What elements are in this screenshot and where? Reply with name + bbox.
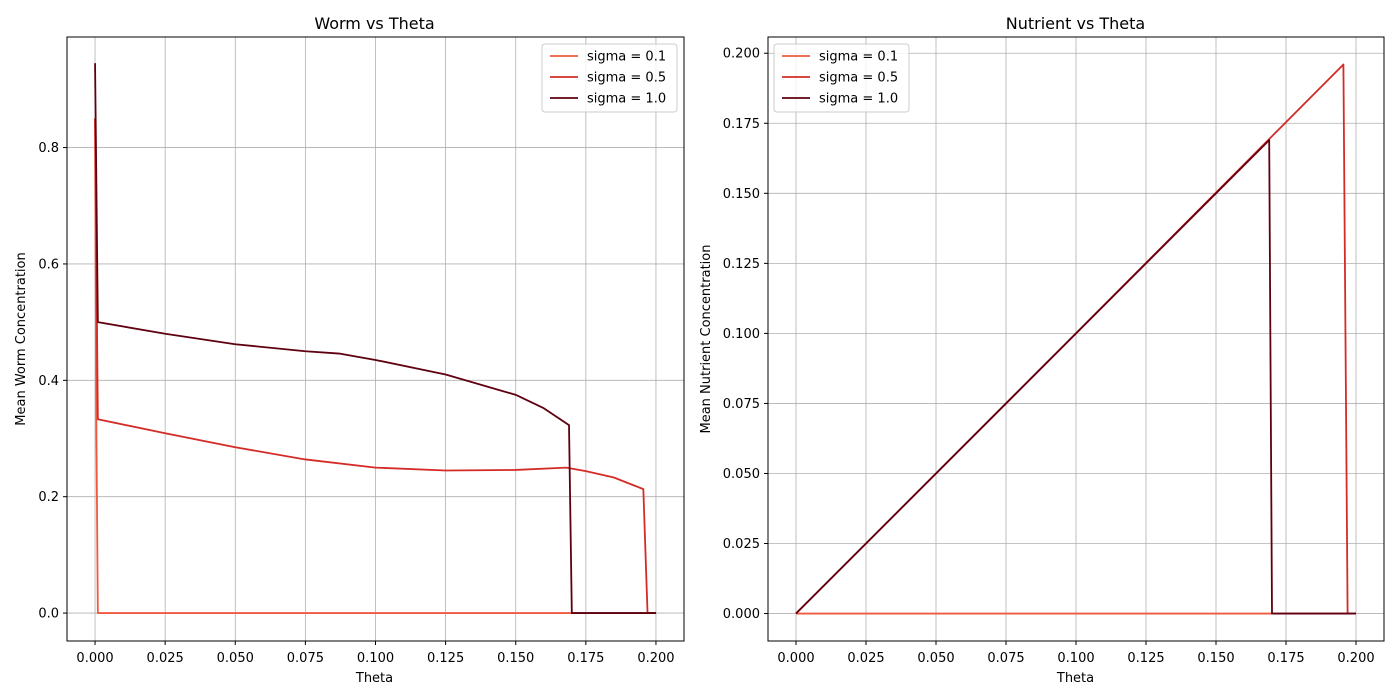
y-axis-label: Mean Nutrient Concentration	[699, 244, 714, 433]
x-tick-label: 0.125	[1127, 651, 1164, 666]
x-tick-label: 0.100	[357, 651, 394, 666]
legend-label: sigma = 1.0	[819, 92, 898, 107]
x-tick-label: 0.075	[987, 651, 1024, 666]
chart-title: Worm vs Theta	[314, 14, 434, 33]
x-tick-label: 0.100	[1057, 651, 1094, 666]
y-tick-label: 0.000	[723, 607, 760, 622]
legend-label: sigma = 0.1	[819, 50, 898, 65]
x-axis-label: Theta	[355, 671, 393, 686]
legend: sigma = 0.1 sigma = 0.5 sigma = 1.0	[542, 44, 677, 112]
x-tick-label: 0.175	[567, 651, 604, 666]
x-tick-label: 0.075	[287, 651, 324, 666]
y-tick-label: 0.050	[723, 467, 760, 482]
x-tick-label: 0.200	[637, 651, 674, 666]
y-tick-label: 0.025	[723, 537, 760, 552]
y-tick-label: 0.125	[723, 257, 760, 272]
y-tick-label: 0.0	[38, 607, 59, 622]
y-tick-label: 0.4	[38, 374, 59, 389]
x-tick-label: 0.200	[1337, 651, 1374, 666]
y-tick-label: 0.8	[38, 141, 59, 156]
x-tick-label: 0.050	[917, 651, 954, 666]
x-tick-label: 0.050	[217, 651, 254, 666]
legend: sigma = 0.1 sigma = 0.5 sigma = 1.0	[774, 44, 909, 112]
x-axis-label: Theta	[1056, 671, 1094, 686]
x-tick-label: 0.025	[847, 651, 884, 666]
x-tick-label: 0.125	[427, 651, 464, 666]
x-tick-label: 0.025	[147, 651, 184, 666]
x-tick-label: 0.175	[1267, 651, 1304, 666]
legend-label: sigma = 0.1	[587, 50, 666, 65]
y-tick-label: 0.2	[38, 490, 59, 505]
y-tick-label: 0.075	[723, 397, 760, 412]
legend-label: sigma = 1.0	[587, 92, 666, 107]
y-tick-label: 0.6	[38, 257, 59, 272]
y-tick-label: 0.175	[723, 117, 760, 132]
legend-label: sigma = 0.5	[587, 71, 666, 86]
x-tick-label: 0.150	[497, 651, 534, 666]
x-tick-label: 0.000	[76, 651, 113, 666]
x-tick-label: 0.000	[777, 651, 814, 666]
y-axis-label: Mean Worm Concentration	[14, 252, 29, 425]
y-tick-label: 0.200	[723, 47, 760, 62]
y-tick-label: 0.150	[723, 187, 760, 202]
y-tick-label: 0.100	[723, 327, 760, 342]
chart-title: Nutrient vs Theta	[1006, 14, 1145, 33]
x-tick-label: 0.150	[1197, 651, 1234, 666]
legend-label: sigma = 0.5	[819, 71, 898, 86]
